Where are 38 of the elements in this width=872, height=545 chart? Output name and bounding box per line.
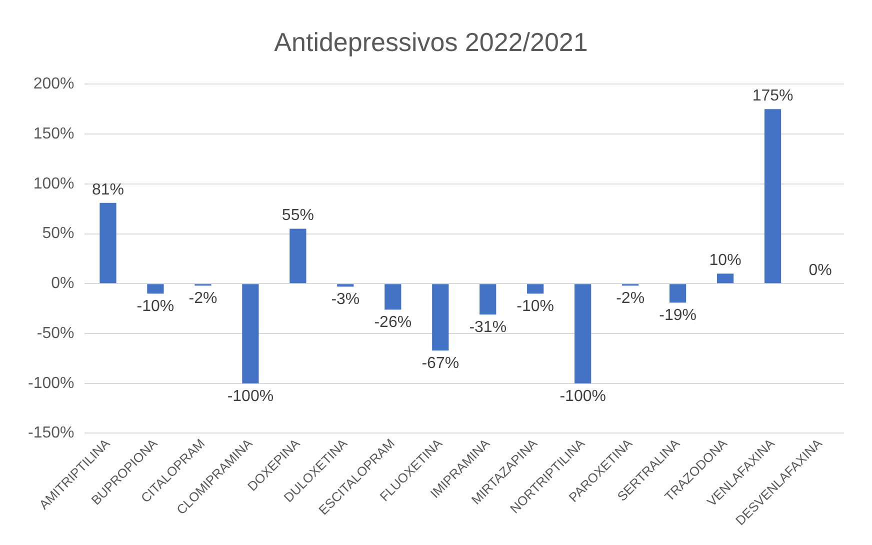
data-label: -3%	[331, 291, 360, 308]
data-label: 175%	[752, 88, 794, 105]
bar	[574, 284, 592, 384]
y-tick-label: 50%	[42, 225, 74, 242]
data-label: -10%	[136, 298, 174, 316]
data-label: 55%	[282, 207, 314, 224]
data-label: -2%	[616, 290, 645, 308]
data-label: -67%	[422, 354, 460, 372]
data-label: -26%	[374, 314, 412, 331]
data-label: -10%	[516, 298, 554, 316]
y-tick-label: 150%	[33, 125, 74, 142]
data-label: -2%	[188, 290, 218, 308]
chart-title: Antidepressivos 2022/2021	[274, 26, 588, 57]
bar	[100, 202, 116, 284]
y-tick-label: -50%	[36, 324, 74, 342]
data-label: 81%	[92, 181, 124, 198]
data-label: 0%	[808, 262, 832, 280]
bar	[669, 284, 686, 303]
bar	[764, 109, 782, 284]
bar	[242, 284, 259, 384]
y-tick-label: -150%	[28, 424, 74, 442]
bar	[337, 284, 354, 287]
y-tick-label: 100%	[33, 175, 74, 192]
bar	[290, 228, 306, 284]
y-tick-label: -100%	[28, 374, 74, 392]
data-label: -100%	[560, 388, 606, 405]
data-label: -100%	[227, 388, 274, 405]
bar	[716, 274, 734, 284]
y-tick-label: 0%	[51, 275, 74, 292]
bar	[147, 284, 164, 294]
bar	[384, 284, 402, 310]
data-label: -19%	[659, 307, 696, 324]
data-label: 10%	[709, 252, 742, 270]
bar	[480, 284, 496, 315]
bar	[432, 284, 449, 350]
bar	[527, 284, 544, 294]
data-label: -31%	[469, 318, 507, 336]
y-tick-label: 200%	[33, 76, 74, 93]
